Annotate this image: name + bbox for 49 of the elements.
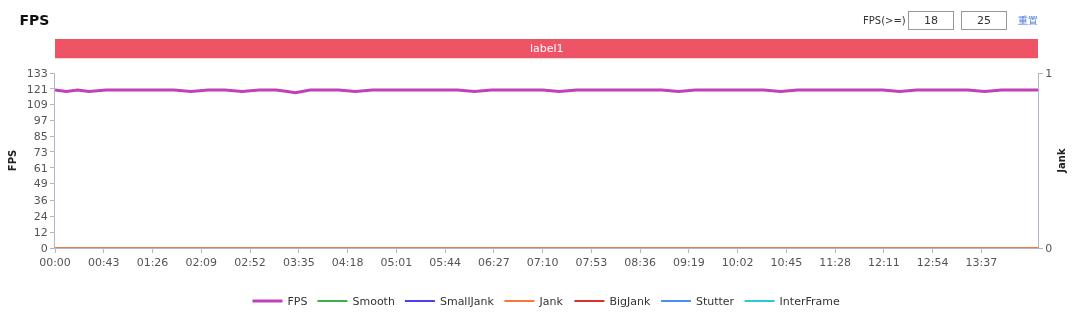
chart-title: FPS: [19, 11, 50, 28]
band-label: label1: [530, 42, 564, 55]
x-tick-label: 02:09: [185, 256, 218, 270]
x-tick-label: 01:26: [136, 256, 169, 270]
x-tick-label: 10:02: [721, 256, 754, 270]
y-tick-label: 36: [33, 194, 48, 208]
text: 18: [924, 14, 938, 27]
legend-label: BigJank: [609, 295, 651, 309]
x-tick-label: 03:35: [282, 256, 315, 270]
legend-label: Smooth: [352, 295, 395, 309]
legend-label: FPS: [287, 295, 308, 309]
text: 25: [977, 14, 991, 27]
x-tick-label: 07:10: [526, 256, 559, 270]
text: 重置: [1018, 15, 1038, 26]
y2-tick-label: 0: [1045, 241, 1053, 255]
x-tick-label: 00:43: [87, 256, 120, 270]
y-tick-label: 0: [40, 241, 48, 255]
y-tick-label: 121: [26, 82, 48, 96]
legend-label: InterFrame: [779, 295, 840, 309]
x-tick-label: 12:11: [867, 256, 900, 270]
x-tick-label: 07:53: [575, 256, 608, 270]
x-tick-label: 12:54: [916, 256, 949, 270]
y-tick-label: 73: [33, 145, 48, 159]
legend-label: Jank: [538, 295, 564, 309]
x-tick-label: 06:27: [477, 256, 510, 270]
x-tick-label: 02:52: [234, 256, 266, 270]
x-tick-label: 09:19: [672, 256, 705, 270]
y-tick-label: 85: [33, 130, 48, 144]
x-tick-label: 00:00: [39, 256, 71, 270]
x-tick-label: 05:44: [429, 256, 461, 270]
legend-label: Stutter: [695, 295, 735, 309]
y-tick-label: 133: [26, 66, 48, 80]
x-tick-label: 05:01: [380, 256, 413, 270]
y-tick-label: 12: [33, 226, 48, 240]
legend-label: SmallJank: [439, 295, 495, 309]
y-axis-title: FPS: [6, 149, 18, 172]
x-tick-label: 04:18: [331, 256, 364, 270]
x-tick-label: 10:45: [770, 256, 803, 270]
y-tick-label: 61: [33, 161, 48, 175]
text: FPS(>=): [863, 15, 906, 26]
x-tick-label: 13:37: [965, 256, 998, 270]
x-tick-label: 11:28: [819, 256, 851, 270]
x-tick-label: 08:36: [624, 256, 656, 270]
y-tick-label: 49: [33, 177, 48, 191]
y-tick-label: 109: [26, 98, 48, 112]
y2-axis-title: Jank: [1055, 148, 1067, 174]
y2-tick-label: 1: [1045, 66, 1053, 80]
y-tick-label: 97: [33, 114, 48, 128]
y-tick-label: 24: [33, 210, 48, 224]
